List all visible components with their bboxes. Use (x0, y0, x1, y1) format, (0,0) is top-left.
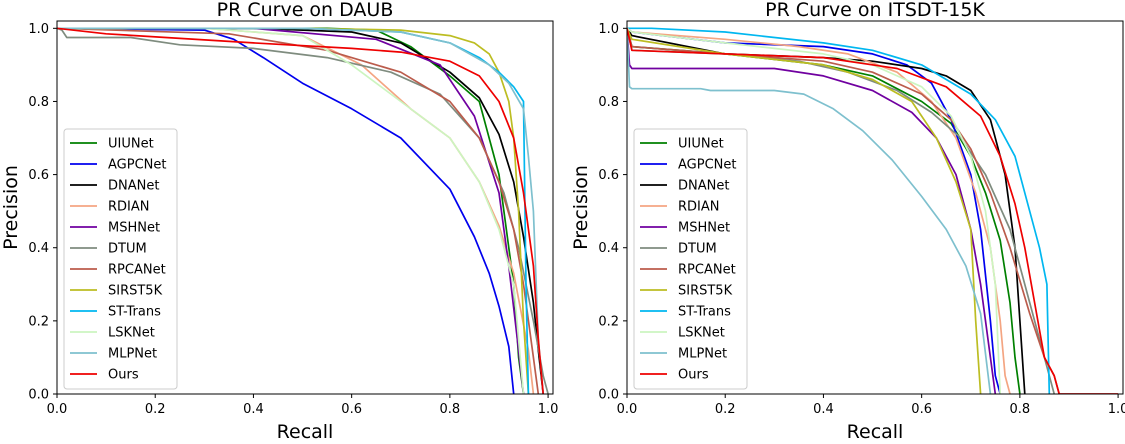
legend-label-rpcanet: RPCANet (678, 263, 736, 278)
y-tick-label: 0.4 (28, 241, 49, 256)
chart-panel-2: 0.0 0.2 0.4 0.6 0.8 1.0 0.0 0.2 0.4 0.6 0.8 1.0 PR C… (570, 0, 1125, 443)
series-line-sirst5k (627, 27, 982, 394)
x-tick-label: 0.2 (715, 402, 736, 417)
legend-label-rpcanet: RPCANet (108, 263, 166, 278)
legend-label-st-trans: ST-Trans (678, 305, 731, 320)
series-line-agpcnet (57, 27, 515, 394)
series-line-lsknet (627, 27, 1002, 394)
series-line-mlpnet (627, 28, 992, 394)
y-tick-label: 0.0 (598, 388, 619, 403)
series-line-ours (57, 27, 545, 394)
legend-label-ours: Ours (108, 368, 139, 383)
series-line-lsknet (57, 27, 525, 394)
legend-label-agpcnet: AGPCNet (678, 158, 736, 173)
y-tick-label: 0.0 (28, 388, 49, 403)
x-tick-label: 0.4 (813, 402, 834, 417)
legend-label-mlpnet: MLPNet (678, 347, 727, 362)
y-tick-label: 0.4 (598, 241, 619, 256)
plot-frame (56, 20, 554, 395)
legend-label-st-trans: ST-Trans (108, 305, 161, 320)
x-tick-label: 0.4 (243, 402, 264, 417)
legend-label-dtum: DTUM (108, 242, 147, 257)
x-tick-label: 1.0 (538, 402, 559, 417)
legend-label-uiunet: UIUNet (108, 137, 154, 152)
series-line-ours (627, 28, 1119, 394)
plot-frame (626, 20, 1124, 395)
legend-label-mshnet: MSHNet (108, 221, 160, 236)
series-line-dtum (57, 27, 549, 394)
x-tick-label: 0.8 (1010, 402, 1031, 417)
series-group (627, 27, 1119, 394)
y-tick-label: 0.2 (598, 314, 619, 329)
y-axis-label: Precision (0, 165, 22, 250)
y-tick-label: 0.8 (598, 95, 619, 110)
x-axis-label: Recall (277, 421, 334, 443)
series-line-mshnet (57, 27, 525, 394)
legend-label-ours: Ours (678, 368, 709, 383)
series-line-mshnet (627, 28, 997, 394)
chart-title: PR Curve on ITSDT-15K (765, 0, 985, 21)
x-tick-label: 0.0 (617, 402, 638, 417)
legend-label-sirst5k: SIRST5K (678, 284, 733, 299)
legend-label-agpcnet: AGPCNet (108, 158, 166, 173)
series-line-dnanet (57, 27, 545, 394)
legend-label-uiunet: UIUNet (678, 137, 724, 152)
y-tick-label: 1.0 (598, 22, 619, 37)
x-tick-label: 0.0 (47, 402, 68, 417)
x-tick-label: 0.2 (145, 402, 166, 417)
series-line-sirst5k (57, 27, 530, 394)
series-line-st-trans (627, 27, 1051, 394)
legend-label-mlpnet: MLPNet (108, 347, 157, 362)
legend-label-rdian: RDIAN (678, 200, 720, 215)
x-tick-label: 0.8 (440, 402, 461, 417)
legend-label-rdian: RDIAN (108, 200, 150, 215)
y-axis-label: Precision (570, 165, 592, 250)
y-tick-label: 0.8 (28, 95, 49, 110)
x-tick-label: 1.0 (1108, 402, 1125, 417)
x-tick-label: 0.6 (341, 402, 362, 417)
series-line-rdian (627, 27, 1011, 394)
series-group (57, 27, 549, 394)
y-tick-label: 0.6 (598, 168, 619, 183)
legend: UIUNet AGPCNet DNANet RDIAN MSHNet DTUM RPCANe… (633, 128, 748, 390)
legend-label-sirst5k: SIRST5K (108, 284, 163, 299)
legend-label-lsknet: LSKNet (678, 326, 725, 341)
legend-label-dnanet: DNANet (678, 179, 729, 194)
chart-title: PR Curve on DAUB (217, 0, 394, 21)
y-tick-label: 1.0 (28, 22, 49, 37)
legend-box (633, 128, 748, 390)
y-tick-label: 0.6 (28, 168, 49, 183)
legend-box (63, 128, 178, 390)
legend-label-dnanet: DNANet (108, 179, 159, 194)
x-axis-label: Recall (847, 421, 904, 443)
x-tick-label: 0.6 (911, 402, 932, 417)
y-tick-label: 0.2 (28, 314, 49, 329)
legend: UIUNet AGPCNet DNANet RDIAN MSHNet DTUM RPCANe… (63, 128, 178, 390)
legend-label-mshnet: MSHNet (678, 221, 730, 236)
series-line-mlpnet (57, 27, 545, 394)
chart-panel-1: 0.0 0.2 0.4 0.6 0.8 1.0 0.0 0.2 0.4 0.6 0.8 1.0 PR C… (0, 0, 558, 443)
legend-label-dtum: DTUM (678, 242, 717, 257)
legend-label-lsknet: LSKNet (108, 326, 155, 341)
